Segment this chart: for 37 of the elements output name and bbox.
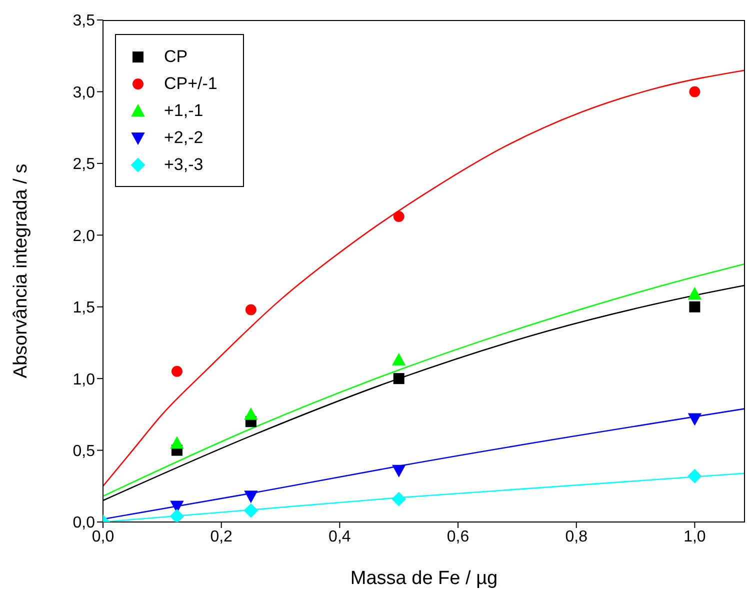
x-tick-label: 0,2 (210, 528, 233, 546)
y-tick-label: 3,5 (72, 12, 96, 30)
x-tick-label: 1,0 (684, 528, 706, 546)
legend-label: CP (164, 46, 188, 66)
x-tick-label: 0,4 (328, 528, 351, 546)
legend-label: CP+/-1 (164, 74, 218, 94)
y-tick-label: 3,0 (72, 84, 96, 102)
point (244, 490, 258, 503)
point (392, 464, 406, 477)
legend-label: +1,-1 (164, 100, 204, 120)
y-axis-title: Absorvância integrada / s (10, 164, 32, 378)
point (244, 408, 258, 420)
y-tick-label: 2,5 (72, 156, 96, 174)
point (171, 366, 182, 377)
line-series (103, 70, 745, 487)
point (244, 504, 258, 518)
point (245, 304, 256, 316)
x-axis-title: Massa de Fe / µg (350, 568, 498, 589)
point (170, 436, 184, 449)
point (393, 373, 404, 384)
point (392, 353, 406, 366)
y-tick-label: 0,5 (72, 442, 96, 460)
point (393, 210, 404, 222)
point (688, 287, 702, 300)
legend-label: +2,-2 (164, 128, 204, 148)
legend-label: +3,-3 (164, 154, 204, 174)
x-tick-label: 0,6 (446, 528, 470, 546)
point (689, 301, 700, 312)
point (688, 469, 702, 484)
y-tick-label: 1,5 (72, 300, 96, 317)
y-tick-label: 1,0 (72, 371, 96, 388)
point (689, 86, 700, 98)
point (392, 492, 406, 506)
y-tick-label: 2,0 (72, 228, 96, 245)
x-tick-label: 0,8 (565, 528, 588, 546)
point (170, 509, 184, 522)
point (688, 413, 702, 426)
